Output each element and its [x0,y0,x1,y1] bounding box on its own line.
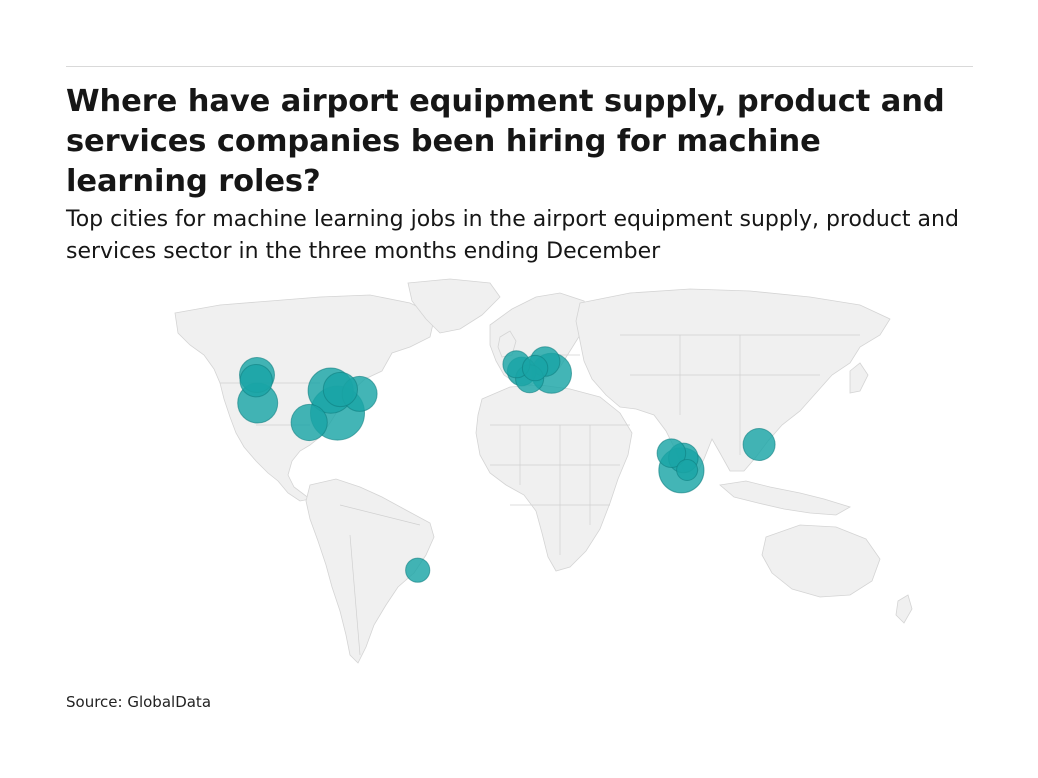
new-zealand [895,594,913,624]
world-map [160,275,920,665]
city-bubble [322,371,358,408]
city-bubble [742,428,776,461]
city-bubble [521,354,549,382]
landmasses [174,278,913,664]
border-line [349,534,361,656]
city-bubble [676,459,699,481]
source-note: Source: GlobalData [66,693,212,711]
city-bubble [239,364,273,398]
city-bubbles [237,346,776,583]
city-bubble [656,438,687,468]
greenland [407,278,501,334]
chart-title: Where have airport equipment supply, pro… [66,84,945,199]
border-line [339,504,421,526]
north-america [174,294,436,502]
south-america [305,478,435,664]
city-bubble [290,403,328,442]
country-borders [220,334,860,656]
asia [575,288,891,476]
japan [849,362,869,394]
city-bubble [405,557,431,583]
southeast-asia-islands [719,480,852,516]
chart-subtitle: Top cities for machine learning jobs in … [66,207,959,264]
australia [761,524,881,598]
africa [475,384,633,572]
top-rule [66,66,973,67]
map-svg [174,278,913,664]
